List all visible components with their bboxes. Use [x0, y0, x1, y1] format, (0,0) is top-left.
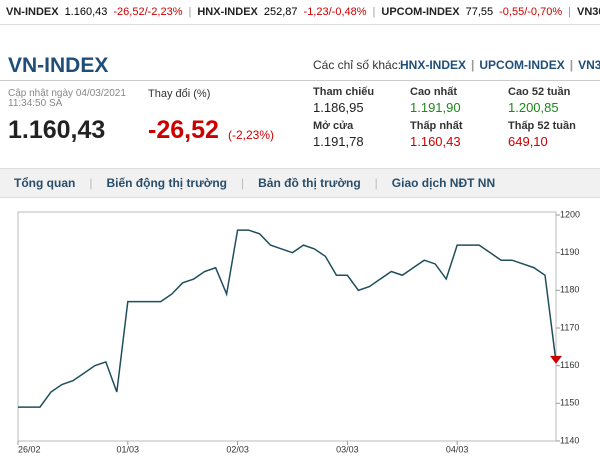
ticker-change: -0,55/-0,70% — [499, 6, 563, 18]
x-tick-label: 02/03 — [226, 444, 249, 454]
separator: | — [89, 176, 93, 190]
ticker-value: 1.160,43 — [64, 6, 108, 18]
stat-value: 649,10 — [508, 134, 548, 149]
y-tick-label: 1140 — [560, 435, 579, 445]
stat-label: Tham chiếu — [313, 86, 375, 98]
tab[interactable]: Biến động thị trường — [106, 176, 227, 190]
down-arrow — [550, 355, 562, 364]
y-tick-label: 1150 — [560, 398, 579, 408]
updated: Cập nhật ngày 04/03/2021 — [8, 88, 126, 99]
separator: | — [374, 176, 378, 190]
stat-label: Thấp 52 tuần — [508, 120, 576, 132]
stat-label: Cao 52 tuần — [508, 86, 571, 98]
other-links: HNX-INDEX | UPCOM-INDEX | VN30 — [400, 58, 600, 72]
change-label: Thay đổi (%) — [148, 88, 211, 100]
change-pct: (-2,23%) — [228, 128, 275, 142]
stat-value: 1.200,85 — [508, 100, 559, 115]
separator: | — [471, 58, 475, 72]
ticker-value: 77,55 — [465, 6, 494, 18]
ticker-change: -26,52/-2,23% — [113, 6, 183, 18]
stat-label: Thấp nhất — [410, 120, 463, 132]
ticker-value: 252,87 — [263, 6, 298, 18]
other-link[interactable]: VN30 — [578, 58, 600, 72]
ticker-name[interactable]: VN-INDEX — [6, 6, 59, 18]
tab[interactable]: Tổng quan — [14, 176, 76, 190]
divider — [0, 80, 600, 81]
ticker-name[interactable]: UPCOM-INDEX — [381, 6, 460, 18]
y-tick-label: 1160 — [560, 360, 579, 370]
x-tick-label: 01/03 — [117, 444, 140, 454]
stat-value: 1.186,95 — [313, 100, 364, 115]
stat-value: 1.191,78 — [313, 134, 364, 149]
price: 1.160,43 — [8, 116, 106, 144]
stat-value: 1.191,90 — [410, 100, 461, 115]
y-tick-label: 1190 — [560, 247, 579, 257]
plot-frame — [17, 211, 557, 442]
ticker-name[interactable]: VN30 — [576, 6, 600, 18]
stat-label: Mở cửa — [313, 120, 354, 132]
ticker: VN-INDEX 1.160,43 -26,52/-2,23% | HNX-INDEX 2… — [0, 0, 600, 25]
separator: | — [372, 6, 376, 18]
time: 11:34:50 SA — [8, 98, 63, 109]
x-tick-label: 04/03 — [446, 444, 469, 454]
x-tick-label: 03/03 — [336, 444, 359, 454]
other-link[interactable]: UPCOM-INDEX — [479, 58, 565, 72]
x-tick-label: 26/02 — [18, 444, 41, 454]
stat-label: Cao nhất — [410, 86, 458, 98]
ticker-name[interactable]: HNX-INDEX — [197, 6, 258, 18]
y-tick-label: 1170 — [560, 322, 579, 332]
separator: | — [188, 6, 192, 18]
tab[interactable]: Bản đồ thị trường — [258, 176, 361, 190]
change: -26,52 — [148, 116, 219, 144]
other-link[interactable]: HNX-INDEX — [400, 58, 467, 72]
separator: | — [568, 6, 571, 18]
stat-value: 1.160,43 — [410, 134, 461, 149]
tabs: Tổng quan | Biến động thị trường | Bản đồ th… — [0, 168, 600, 198]
separator: | — [241, 176, 245, 190]
tab[interactable]: Giao dịch NĐT NN — [391, 176, 496, 190]
price-line — [18, 229, 557, 408]
y-tick-label: 1200 — [560, 209, 580, 219]
index-title: VN-INDEX — [8, 54, 109, 77]
y-tick-label: 1180 — [560, 285, 579, 295]
separator: | — [569, 58, 574, 72]
ticker-change: -1,23/-0,48% — [303, 6, 367, 18]
other-label: Các chỉ số khác: — [313, 58, 402, 72]
